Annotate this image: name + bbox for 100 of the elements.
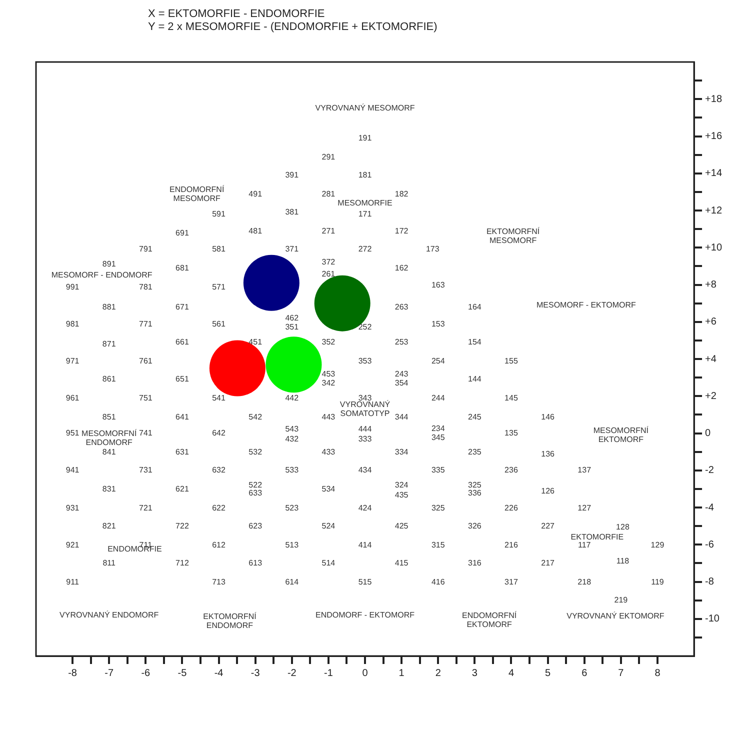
y-tick-label: -10	[705, 614, 720, 625]
annotation: 561	[212, 319, 226, 328]
annotation: 217	[541, 558, 554, 568]
annotation: 722	[176, 522, 189, 531]
annotation: 871	[102, 340, 116, 349]
annotation: 353	[358, 356, 372, 366]
y-tick-label: +16	[705, 131, 722, 142]
annotation: MESOMORF - ENDOMORF	[51, 270, 152, 280]
annotation: 442	[285, 393, 299, 402]
annotation: 172	[394, 226, 408, 236]
annotation: 991	[66, 282, 80, 292]
x-tick-label: -1	[324, 668, 334, 679]
annotation: 244	[431, 393, 445, 402]
annotation: 272	[358, 244, 372, 254]
annotation: 219	[614, 596, 628, 605]
annotation: 614	[285, 577, 299, 586]
annotation: 243	[394, 369, 408, 378]
annotation: 162	[394, 264, 408, 273]
annotation: 416	[431, 577, 445, 586]
point	[266, 336, 322, 393]
annotation: 491	[248, 189, 262, 198]
annotation: 164	[468, 302, 482, 312]
annotation: 191	[358, 134, 372, 143]
annotation: 631	[176, 447, 189, 456]
y-tick-label: 0	[705, 428, 712, 439]
annotation: 781	[138, 282, 152, 292]
annotation: 571	[212, 282, 226, 292]
annotation: 961	[66, 393, 80, 402]
annotation: 336	[468, 488, 482, 498]
annotation: 891	[102, 260, 116, 269]
annotation: 291	[322, 152, 336, 162]
annotation: 771	[138, 319, 152, 328]
annotation: 351	[285, 322, 299, 332]
annotation: 761	[138, 356, 152, 366]
annotation: 335	[431, 466, 445, 475]
annotation: VYROVNANÝ ENDOMORF	[60, 610, 159, 620]
annotation: 443	[322, 412, 336, 422]
annotation: 227	[541, 522, 554, 531]
annotation: 524	[322, 522, 336, 531]
x-tick-label: 6	[582, 668, 588, 679]
y-tick-label: -6	[705, 539, 714, 550]
y-tick-label: +10	[705, 242, 722, 254]
annotation: 432	[285, 434, 299, 444]
x-tick-label: 4	[508, 668, 514, 679]
annotation: 135	[504, 428, 518, 438]
annotation: 534	[322, 484, 336, 494]
annotation: 641	[176, 412, 189, 422]
annotation: 481	[248, 226, 262, 236]
annotation: 333	[358, 434, 372, 444]
y-tick-label: +4	[705, 354, 717, 365]
x-tick-label: -7	[104, 668, 114, 679]
annotation: 861	[102, 374, 116, 384]
annotation: 154	[468, 338, 482, 347]
annotation: 155	[504, 356, 518, 366]
annotation: 881	[102, 302, 116, 312]
y-tick-label: +8	[705, 280, 717, 290]
x-tick-label: -8	[68, 668, 78, 679]
annotation: 721	[138, 503, 152, 512]
annotation: 344	[394, 412, 408, 422]
annotation: 851	[102, 412, 116, 422]
annotation: 523	[285, 503, 299, 512]
annotation: 315	[431, 540, 445, 550]
annotation: 451	[248, 338, 262, 347]
annotation: 235	[468, 447, 482, 456]
annotation: VYROVNANÝ MESOMORF	[315, 104, 415, 113]
annotation: 391	[285, 170, 299, 180]
x-tick-label: 5	[545, 668, 552, 679]
annotation: 254	[431, 356, 445, 366]
annotation: MESOMORF - EKTOMORF	[536, 300, 636, 310]
annotation: 424	[358, 503, 372, 512]
annotation: 671	[176, 302, 189, 312]
annotation: 741	[138, 428, 152, 438]
annotation: 622	[212, 503, 226, 512]
annotation: 218	[578, 577, 592, 586]
annotation: 515	[358, 577, 372, 586]
annotation: 153	[431, 319, 445, 328]
annotation: 642	[212, 428, 226, 438]
annotation: 325	[468, 480, 482, 490]
annotation: 216	[504, 540, 518, 550]
annotation: 317	[504, 577, 518, 586]
annotation: 144	[468, 374, 482, 384]
annotation: 371	[285, 244, 299, 254]
y-tick-label: +18	[705, 94, 722, 105]
annotation: 821	[102, 522, 116, 531]
annotation: 713	[212, 577, 226, 586]
annotation: 137	[578, 466, 592, 475]
y-tick-label: -2	[705, 465, 714, 476]
annotation: 354	[394, 378, 408, 388]
annotation: 941	[66, 466, 80, 475]
annotation: EKTOMORFNÍ MESOMORF	[486, 227, 540, 246]
annotation: 581	[212, 244, 226, 254]
annotation: 651	[176, 374, 189, 384]
annotation: 181	[358, 170, 372, 180]
annotation: 245	[468, 412, 482, 422]
annotation: VYROVNANÝ SOMATOTYP	[340, 400, 390, 418]
annotation: 661	[176, 338, 189, 347]
annotation: 324	[394, 480, 408, 490]
annotation: 252	[358, 322, 372, 332]
annotation: 119	[651, 577, 664, 586]
x-tick-label: 2	[435, 668, 442, 679]
